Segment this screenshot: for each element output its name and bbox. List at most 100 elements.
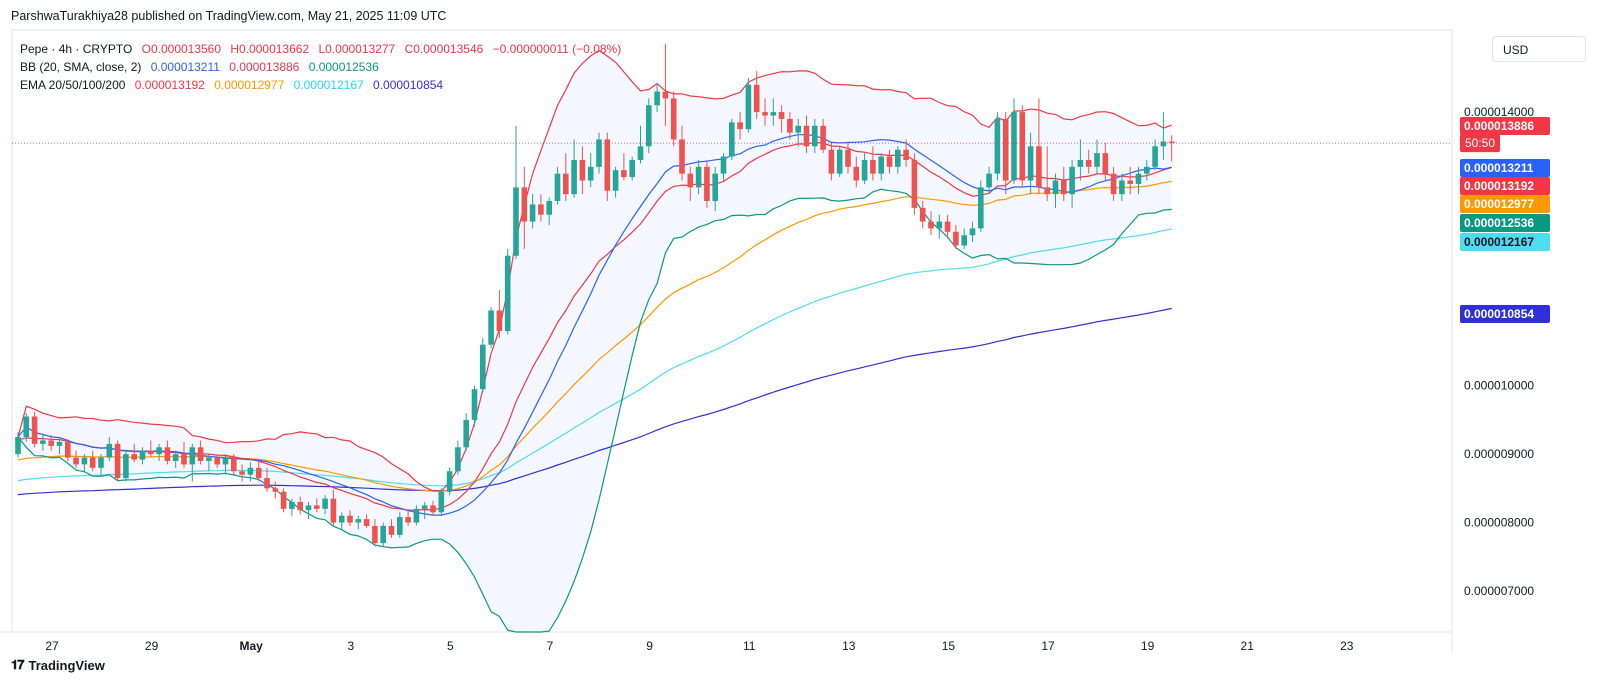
candle-body xyxy=(563,173,569,195)
tradingview-logo[interactable]: 𝟏𝟕 TradingView xyxy=(11,657,105,673)
candle-body xyxy=(928,221,934,229)
candle-body xyxy=(1135,173,1142,184)
y-tick-label: 0.000008000 xyxy=(1464,516,1534,530)
legend-symbol[interactable]: Pepe · 4h · CRYPTO xyxy=(20,42,133,56)
price-tag xyxy=(1460,233,1550,251)
countdown-tag-label: 50:50 xyxy=(1465,136,1495,150)
candle-body xyxy=(795,125,801,133)
candle-body xyxy=(23,416,30,438)
candle-body xyxy=(621,170,627,178)
price-tag-label: 0.000012167 xyxy=(1464,235,1534,249)
candle-body xyxy=(363,519,370,526)
x-tick-label: 17 xyxy=(1041,639,1055,653)
candle-body xyxy=(646,105,652,147)
price-tag xyxy=(1460,195,1550,213)
y-tick-label: 0.000014000 xyxy=(1464,105,1534,119)
candle-body xyxy=(247,467,254,475)
candle-body xyxy=(679,139,685,174)
candle-body xyxy=(546,201,552,215)
legend-ema20: 0.000013192 xyxy=(134,78,205,92)
candle-body xyxy=(521,187,528,222)
candle-body xyxy=(579,159,586,181)
candle-body xyxy=(870,159,876,174)
legend-bb-label[interactable]: BB (20, SMA, close, 2) xyxy=(20,60,142,74)
candle-body xyxy=(15,437,21,455)
candle-body xyxy=(978,187,984,229)
candle-body xyxy=(1069,166,1075,195)
price-tag xyxy=(1460,177,1550,195)
candle-body xyxy=(1019,112,1026,181)
legend-high: H0.000013662 xyxy=(230,42,310,56)
candle-body xyxy=(944,221,951,232)
candle-body xyxy=(156,447,162,455)
candle-body xyxy=(446,471,453,492)
candle-body xyxy=(604,139,611,191)
candle-body xyxy=(554,173,561,202)
candle-body xyxy=(413,508,420,523)
legend-ema200: 0.000010854 xyxy=(373,78,444,92)
legend-ohlc-row: Pepe · 4h · CRYPTO O0.000013560 H0.00001… xyxy=(20,40,627,58)
candle-body xyxy=(1027,146,1034,181)
candle-body xyxy=(695,166,702,188)
candle-body xyxy=(222,457,229,465)
price-tag xyxy=(1460,117,1550,135)
candle-body xyxy=(936,221,943,229)
candle-body xyxy=(131,454,137,460)
x-tick-label: 19 xyxy=(1141,639,1155,653)
candle-body xyxy=(397,517,403,535)
candle-body xyxy=(1127,180,1133,184)
candle-body xyxy=(969,228,976,236)
candle-body xyxy=(762,112,768,116)
candle-body xyxy=(1110,173,1117,195)
price-tag-label: 0.000013211 xyxy=(1464,161,1534,175)
candle-body xyxy=(189,447,196,465)
countdown-tag xyxy=(1460,134,1500,153)
candle-body xyxy=(496,310,503,331)
candle-body xyxy=(878,156,884,174)
candle-body xyxy=(114,443,121,479)
candle-body xyxy=(587,166,594,181)
candle-body xyxy=(231,457,237,472)
candle-body xyxy=(1102,153,1109,174)
legend-change: −0.000000011 (−0.08%) xyxy=(492,42,622,56)
candle-body xyxy=(40,440,46,444)
candle-body xyxy=(1052,180,1059,195)
candle-body xyxy=(994,118,1001,174)
candle-body xyxy=(745,84,752,130)
x-tick-label: 5 xyxy=(447,639,454,653)
candle-body xyxy=(712,173,718,202)
candle-body xyxy=(737,122,743,130)
x-tick-label: 7 xyxy=(547,639,554,653)
legend-bb-upper: 0.000013886 xyxy=(229,60,300,74)
candle-body xyxy=(654,91,660,106)
legend-bb-lower: 0.000012536 xyxy=(308,60,379,74)
candle-body xyxy=(1144,166,1150,174)
published-credit: ParshwaTurakhiya28 published on TradingV… xyxy=(11,9,447,23)
price-tag-label: 0.000010854 xyxy=(1464,307,1534,321)
candle-body xyxy=(571,159,577,195)
currency-button[interactable]: USD xyxy=(1492,36,1586,62)
candle-body xyxy=(280,491,287,509)
candle-body xyxy=(720,156,727,174)
candle-body xyxy=(73,457,79,465)
bb-lower-line xyxy=(17,188,1172,633)
y-tick-label: 0.000010000 xyxy=(1464,379,1534,393)
candle-body xyxy=(886,156,893,167)
candle-body xyxy=(662,91,669,99)
candle-body xyxy=(538,204,544,215)
x-tick-label: 15 xyxy=(942,639,956,653)
candle-body xyxy=(1160,141,1167,147)
candle-body xyxy=(214,457,220,465)
price-tag-label: 0.000012536 xyxy=(1464,216,1534,230)
candle-body xyxy=(1061,180,1067,195)
x-tick-label: 11 xyxy=(743,639,756,653)
candle-body xyxy=(330,498,337,523)
candle-body xyxy=(239,471,245,475)
candle-body xyxy=(612,170,619,191)
candle-body xyxy=(123,454,129,479)
candle-body xyxy=(637,146,644,160)
candle-body xyxy=(255,467,262,479)
legend-ema-label[interactable]: EMA 20/50/100/200 xyxy=(20,78,126,92)
candle-body xyxy=(56,441,63,446)
